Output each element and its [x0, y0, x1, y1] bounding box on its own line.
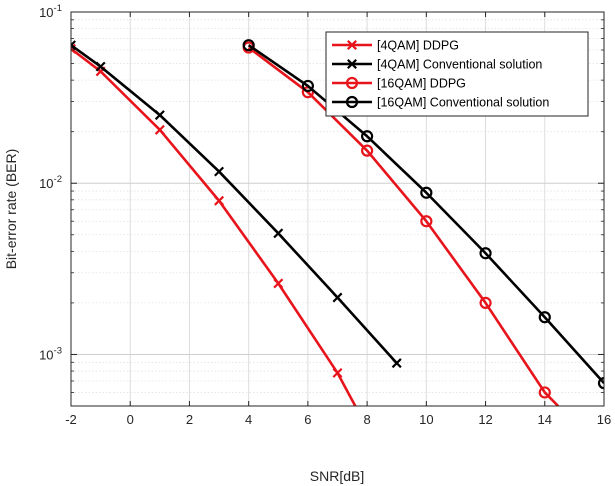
- x-marker-stroke-b: [154, 124, 165, 135]
- y-axis-label: Bit-error rate (BER): [3, 149, 19, 270]
- x-marker: [273, 278, 284, 289]
- x-axis-label: SNR[dB]: [310, 468, 364, 484]
- x-marker: [214, 195, 225, 206]
- x-marker-stroke-b: [214, 195, 225, 206]
- circle-marker: [361, 144, 374, 157]
- series-line: [247, 46, 560, 406]
- x-marker-stroke-b: [332, 367, 343, 378]
- x-marker-stroke-b: [95, 61, 106, 72]
- x-marker-stroke-b: [273, 228, 284, 239]
- circle-marker: [301, 79, 314, 93]
- circle-marker: [242, 39, 255, 52]
- x-marker-stroke-a: [71, 43, 76, 51]
- x-marker: [347, 40, 357, 50]
- x-marker: [154, 124, 165, 135]
- legend-item: [4QAM] DDPG: [332, 39, 459, 53]
- circle-marker: [538, 311, 551, 324]
- circle-marker: [420, 215, 433, 228]
- x-marker-stroke-a: [71, 47, 76, 54]
- x-tick-label: 6: [304, 412, 311, 427]
- x-marker-stroke-b: [347, 59, 357, 69]
- x-marker: [273, 228, 284, 239]
- circle-marker: [345, 76, 359, 90]
- x-tick-label: 0: [127, 412, 134, 427]
- x-marker: [347, 59, 357, 69]
- circle-marker: [479, 247, 492, 260]
- series-3: [242, 39, 604, 390]
- x-tick-label: 2: [186, 412, 193, 427]
- circle-marker: [361, 130, 374, 143]
- series-1: [71, 40, 402, 369]
- circle-marker: [597, 377, 604, 390]
- legend-label: [4QAM] DDPG: [377, 39, 459, 53]
- x-marker-stroke-b: [71, 40, 76, 47]
- legend-item: [16QAM] DDPG: [332, 77, 466, 91]
- x-marker-stroke-b: [332, 292, 343, 303]
- legend-item: [4QAM] Conventional solution: [332, 58, 542, 72]
- circle-marker: [479, 296, 492, 310]
- x-marker: [71, 40, 76, 51]
- x-tick-label: 4: [245, 412, 252, 427]
- x-marker: [332, 367, 343, 378]
- y-tick-label: 10-3: [39, 345, 62, 362]
- series-layer: [71, 39, 604, 406]
- x-marker-stroke-b: [273, 278, 284, 289]
- series-2: [242, 41, 560, 406]
- x-marker: [391, 358, 402, 369]
- x-tick-label: 16: [597, 412, 611, 427]
- x-marker: [154, 110, 165, 121]
- x-tick-label: 12: [478, 412, 492, 427]
- legend-label: [16QAM] Conventional solution: [377, 96, 549, 110]
- circle-marker: [420, 186, 433, 199]
- plot-frame: [70, 11, 605, 407]
- x-tick-label: -2: [65, 412, 77, 427]
- x-marker-stroke-b: [347, 40, 357, 50]
- legend-label: [16QAM] DDPG: [377, 77, 466, 91]
- x-tick-label: 14: [538, 412, 552, 427]
- y-tick-label: 10-1: [39, 3, 62, 20]
- x-marker: [95, 61, 106, 72]
- x-marker-stroke-b: [214, 166, 225, 177]
- circle-marker: [538, 386, 551, 399]
- legend-item: [16QAM] Conventional solution: [332, 96, 549, 110]
- legend-label: [4QAM] Conventional solution: [377, 58, 542, 72]
- circle-marker: [345, 95, 359, 109]
- x-tick-label: 8: [363, 412, 370, 427]
- series-line: [247, 44, 604, 384]
- x-marker: [332, 292, 343, 303]
- x-marker: [214, 166, 225, 177]
- legend: [4QAM] DDPG [4QAM] Conventional solution […: [325, 31, 589, 117]
- x-marker-stroke-b: [391, 358, 402, 369]
- x-tick-label: 10: [419, 412, 433, 427]
- tick-layer: -2 0 2 4 6 8 10 12 14 16 10-3 10-2 10-1: [39, 3, 611, 427]
- y-tick-label: 10-2: [39, 174, 62, 191]
- x-marker-stroke-b: [154, 110, 165, 121]
